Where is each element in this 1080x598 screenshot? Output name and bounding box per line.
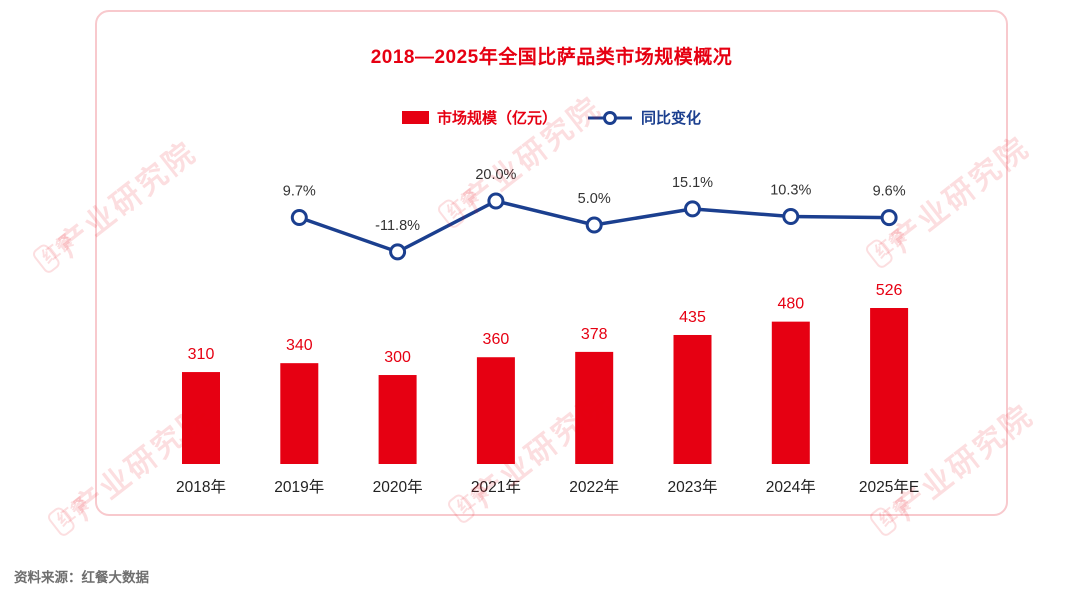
bar-value-label: 340	[286, 337, 313, 354]
x-axis-label: 2021年	[471, 478, 521, 496]
chart-svg: 310 2018年 340 2019年 300 2020年 360 2021年 378 2022年…	[176, 167, 919, 496]
line-marker	[487, 192, 505, 210]
bar	[378, 375, 417, 464]
line-marker	[585, 216, 603, 234]
line-value-label: 9.6%	[873, 184, 906, 200]
line-value-label: 15.1%	[672, 175, 713, 191]
bar-value-label: 480	[777, 296, 804, 313]
line-marker	[782, 208, 800, 226]
line-series-swatch-icon	[588, 110, 632, 125]
line-marker	[389, 243, 407, 261]
x-axis-label: 2025年E	[859, 478, 919, 496]
x-axis-label: 2020年	[373, 478, 423, 496]
x-axis-label: 2018年	[176, 478, 226, 496]
line-marker	[880, 209, 898, 227]
line-value-label: 9.7%	[283, 183, 316, 199]
legend-label-bars: 市场规模（亿元）	[436, 110, 557, 127]
line-value-label: 10.3%	[770, 183, 811, 199]
line-value-label: 5.0%	[578, 191, 611, 207]
line-marker	[290, 208, 308, 226]
bar-series-swatch-icon	[401, 111, 429, 124]
bar	[673, 334, 712, 464]
bar-value-label: 310	[188, 346, 215, 363]
watermark-logo: 红餐	[45, 494, 92, 539]
line-marker	[684, 200, 701, 218]
line-value-label: -11.8%	[375, 218, 420, 234]
legend-label-line: 同比变化	[641, 110, 702, 127]
bar	[870, 308, 909, 464]
x-axis-label: 2024年	[766, 478, 816, 496]
x-axis-label: 2019年	[274, 478, 324, 496]
bar-value-label: 300	[384, 349, 411, 366]
x-axis-label: 2023年	[668, 478, 718, 496]
source-note: 资料来源：红餐大数据	[14, 570, 149, 585]
bar-value-label: 378	[581, 326, 608, 343]
bar-value-label: 435	[679, 309, 706, 326]
bar	[575, 351, 614, 464]
line-value-label: 20.0%	[475, 167, 516, 183]
legend: 市场规模（亿元） 同比变化	[97, 107, 1006, 128]
watermark-logo: 红餐	[30, 231, 77, 276]
bar	[182, 372, 220, 464]
bar	[280, 363, 319, 464]
bar	[476, 357, 515, 464]
bar	[771, 321, 810, 464]
chart-card: 2018—2025年全国比萨品类市场规模概况 市场规模（亿元） 同比变化 310…	[95, 10, 1008, 516]
bar-value-label: 526	[876, 282, 903, 299]
chart-title: 2018—2025年全国比萨品类市场规模概况	[370, 47, 733, 68]
legend-item-bars: 市场规模（亿元）	[401, 107, 557, 128]
x-axis-label: 2022年	[569, 478, 619, 496]
legend-item-line: 同比变化	[587, 107, 701, 128]
bar-value-label: 360	[483, 331, 510, 348]
